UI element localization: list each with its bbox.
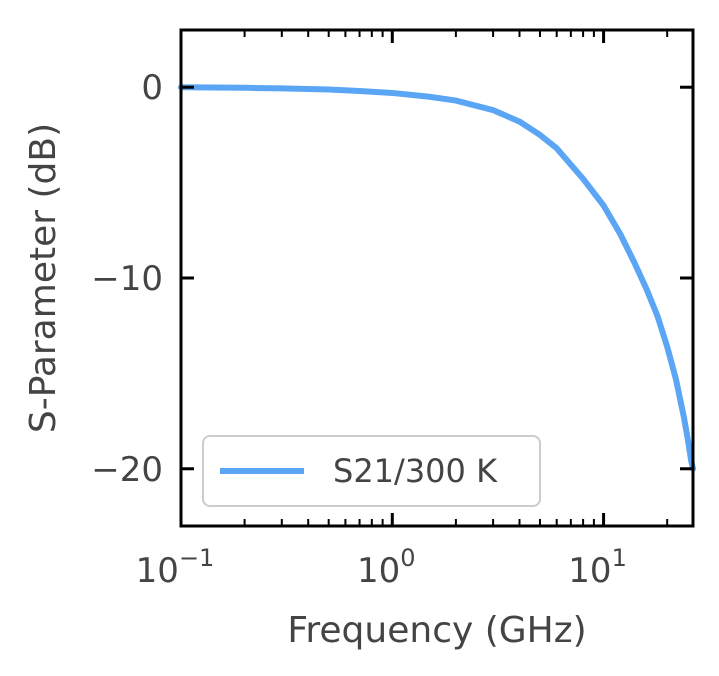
x-tick-label: 10−1 xyxy=(136,544,215,591)
y-tick-label: 0 xyxy=(141,68,163,108)
x-tick-label: 101 xyxy=(568,544,627,591)
y-axis-label: S-Parameter (dB) xyxy=(23,123,64,433)
legend-box xyxy=(202,435,541,507)
series-line-s21 xyxy=(178,84,696,472)
plot-area xyxy=(178,84,696,472)
y-tick-label: −20 xyxy=(91,450,163,490)
y-tick-labels: 0 −10 −20 xyxy=(91,68,163,490)
x-axis-label: Frequency (GHz) xyxy=(287,610,586,651)
legend-label-s21: S21/300 K xyxy=(333,452,498,490)
x-tick-labels: 10−1 100 101 xyxy=(136,544,627,591)
y-tick-label: −10 xyxy=(91,259,163,299)
major-ticks xyxy=(179,30,693,526)
x-tick-label: 100 xyxy=(357,544,416,591)
legend: S21/300 K xyxy=(202,435,541,507)
minor-ticks xyxy=(243,30,669,526)
